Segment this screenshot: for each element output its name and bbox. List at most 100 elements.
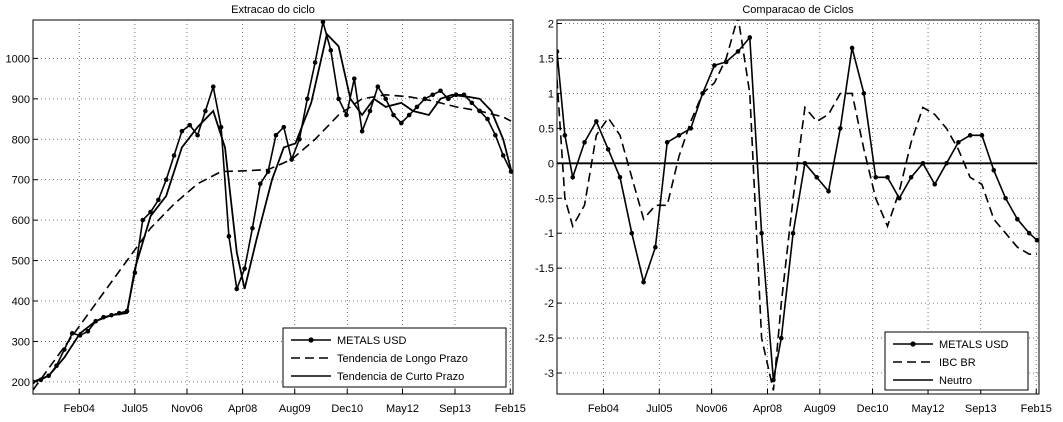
- y-tick-label: 400: [12, 296, 30, 308]
- y-tick-label: 800: [12, 134, 30, 146]
- x-tick-label: Sep13: [965, 403, 997, 415]
- series-point: [446, 96, 451, 102]
- y-tick-label: 500: [12, 256, 30, 268]
- series-point: [873, 174, 879, 180]
- x-tick-label: Feb15: [495, 403, 526, 415]
- x-tick-label: May12: [386, 403, 419, 415]
- series-point: [163, 177, 169, 183]
- y-tick-label: -3: [544, 368, 554, 380]
- x-tick-label: Dec10: [331, 403, 363, 415]
- x-tick-label: May12: [912, 403, 945, 415]
- series-point: [336, 96, 341, 102]
- series-point: [790, 230, 796, 236]
- series-point: [62, 347, 67, 352]
- series-point: [250, 225, 255, 231]
- legend-label: Neutro: [939, 375, 972, 387]
- series-point: [967, 133, 973, 138]
- series-point: [179, 128, 185, 134]
- series-point: [399, 120, 404, 126]
- series-point: [837, 126, 843, 131]
- y-tick-label: 700: [12, 175, 30, 187]
- series-point: [391, 112, 396, 118]
- series-point: [438, 88, 443, 94]
- series-point: [493, 132, 498, 138]
- series-point: [1034, 237, 1039, 243]
- series-point: [885, 174, 890, 180]
- series-point: [187, 122, 193, 128]
- series-point: [242, 266, 247, 271]
- series-point: [557, 49, 560, 54]
- series-point: [759, 230, 764, 236]
- x-tick-label: Sep13: [439, 403, 471, 415]
- series-point: [747, 35, 753, 40]
- y-tick-label: 0.5: [539, 123, 554, 135]
- y-tick-label: 0: [548, 158, 554, 170]
- series-point: [265, 169, 271, 174]
- y-tick-label: 300: [12, 336, 30, 348]
- series-point: [826, 188, 831, 194]
- series-point: [375, 84, 381, 90]
- series-point: [849, 45, 855, 51]
- series-point: [367, 108, 373, 114]
- series-point: [629, 230, 635, 236]
- series-point: [956, 140, 961, 145]
- series-point: [814, 174, 819, 180]
- y-tick-label: 900: [12, 94, 30, 106]
- y-tick-label: 1000: [6, 53, 30, 65]
- series-point: [485, 116, 490, 122]
- series-line-dashed: [557, 20, 1037, 391]
- series-point: [203, 108, 208, 114]
- legend-marker: [308, 337, 314, 343]
- x-tick-label: Feb04: [64, 403, 95, 415]
- series-point: [195, 132, 200, 138]
- legend-label: Tendencia de Curto Prazo: [337, 371, 464, 383]
- x-tick-label: Feb15: [1021, 403, 1052, 415]
- x-tick-label: Dec10: [857, 403, 889, 415]
- legend-label: IBC BR: [939, 357, 976, 369]
- series-point: [605, 147, 611, 152]
- series-point: [273, 132, 279, 138]
- x-tick-label: Nov06: [696, 403, 728, 415]
- y-tick-label: 1: [548, 88, 554, 100]
- series-point: [414, 104, 420, 110]
- series-point: [932, 181, 938, 187]
- y-tick-label: 600: [12, 215, 30, 227]
- series-point: [1026, 230, 1032, 236]
- series-point: [156, 197, 161, 203]
- series-point: [304, 96, 310, 102]
- y-tick-label: -0.5: [535, 193, 554, 205]
- series-point: [140, 217, 146, 223]
- series-point: [352, 76, 357, 81]
- series-point: [85, 329, 91, 334]
- x-tick-label: Apr08: [228, 403, 257, 415]
- series-point: [500, 153, 506, 158]
- series-point: [735, 49, 741, 54]
- series-point: [469, 100, 475, 106]
- legend-label: Tendencia de Longo Prazo: [337, 353, 468, 365]
- series-point: [594, 119, 599, 124]
- series-point: [908, 174, 914, 180]
- y-tick-label: -1.5: [535, 263, 554, 275]
- series-point: [218, 124, 224, 130]
- series-point: [171, 153, 177, 158]
- series-point: [210, 84, 216, 90]
- y-tick-label: 200: [12, 377, 30, 389]
- series-point: [359, 128, 365, 134]
- chart-extracao-do-ciclo: Extracao do ciclo Feb04 Jul05 Nov06 Apr08 Aug…: [6, 4, 526, 415]
- x-tick-label: Jul05: [646, 403, 672, 415]
- series-point: [1015, 216, 1020, 222]
- x-tick-label: Aug09: [804, 403, 836, 415]
- series-point: [406, 112, 412, 118]
- x-tick-label: Feb04: [588, 403, 619, 415]
- series-point: [234, 286, 240, 292]
- series-point: [257, 181, 263, 187]
- legend-marker: [910, 341, 916, 347]
- legend-label: METALS USD: [939, 339, 1009, 351]
- series-point: [226, 234, 232, 239]
- x-tick-label: Jul05: [122, 403, 148, 415]
- series-point: [570, 174, 576, 180]
- series-point: [676, 133, 682, 138]
- y-tick-label: -2.5: [535, 333, 554, 345]
- x-tick-label: Nov06: [171, 403, 203, 415]
